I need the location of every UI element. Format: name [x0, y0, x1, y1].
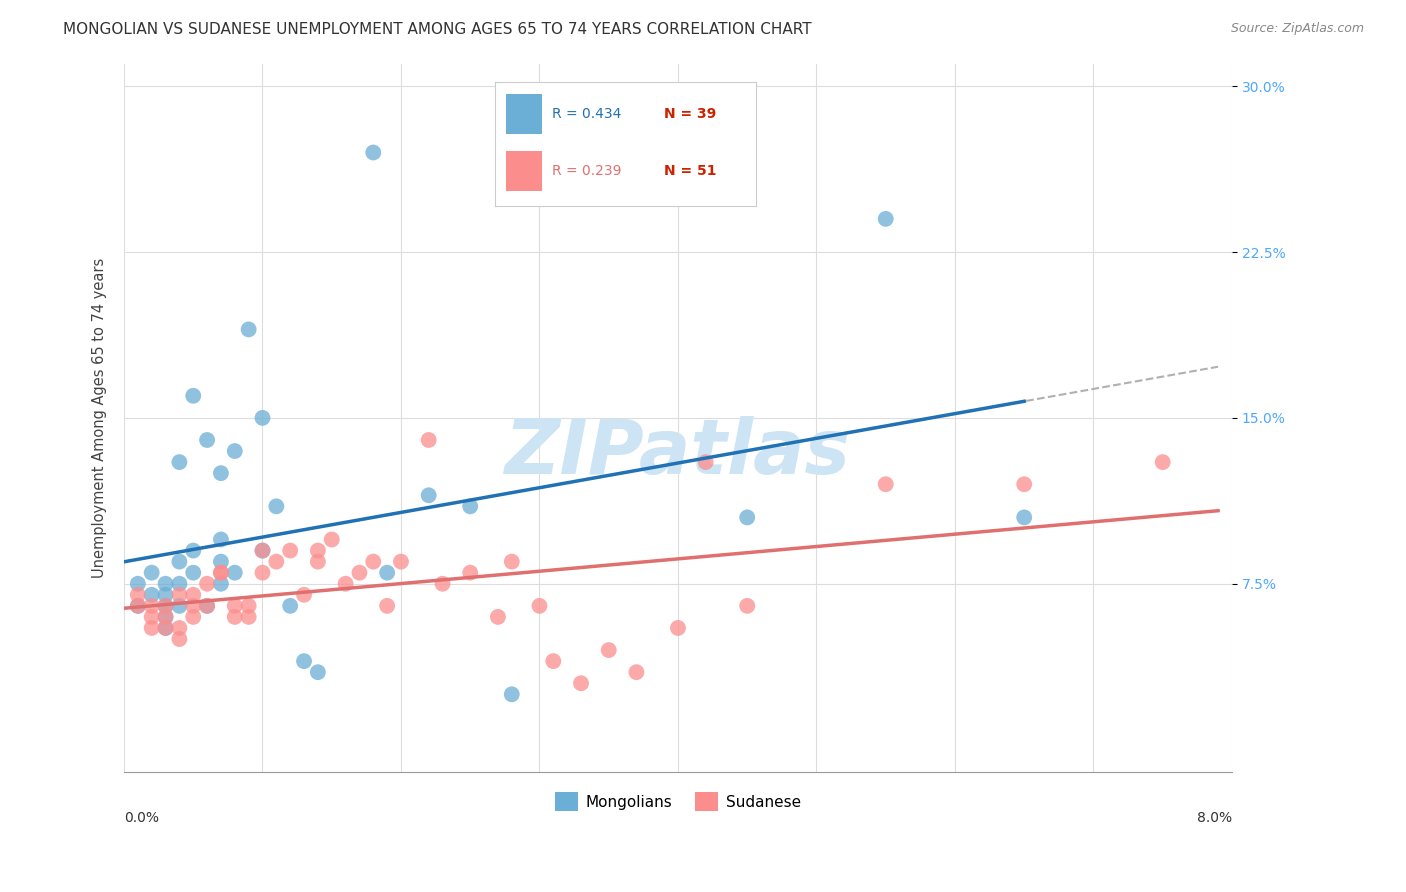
Point [141, 621, 163, 635]
Point [209, 576, 232, 591]
Text: 0.0%: 0.0% [124, 811, 159, 824]
Point [141, 599, 163, 613]
Point [127, 588, 149, 602]
Point [209, 533, 232, 547]
Point [307, 665, 329, 680]
Point [224, 610, 246, 624]
Point [432, 576, 454, 591]
Point [307, 543, 329, 558]
Point [458, 566, 481, 580]
Point [458, 500, 481, 514]
Point [155, 621, 177, 635]
Point [543, 654, 565, 668]
Legend: Mongolians, Sudanese: Mongolians, Sudanese [548, 786, 807, 817]
Point [598, 643, 620, 657]
Point [224, 599, 246, 613]
Point [252, 543, 274, 558]
Point [266, 500, 288, 514]
Point [1012, 477, 1035, 491]
Point [169, 621, 191, 635]
Point [666, 621, 689, 635]
Text: 8.0%: 8.0% [1197, 811, 1232, 824]
Point [361, 145, 384, 160]
Y-axis label: Unemployment Among Ages 65 to 74 years: Unemployment Among Ages 65 to 74 years [93, 258, 107, 578]
Point [169, 599, 191, 613]
Point [1012, 510, 1035, 524]
Point [735, 510, 758, 524]
Point [418, 488, 440, 502]
Point [169, 555, 191, 569]
Point [501, 555, 523, 569]
Text: ZIPatlas: ZIPatlas [505, 417, 851, 491]
Point [169, 455, 191, 469]
Point [349, 566, 371, 580]
Point [335, 576, 357, 591]
Point [155, 599, 177, 613]
Point [238, 599, 260, 613]
Point [169, 632, 191, 646]
Point [209, 555, 232, 569]
Point [181, 389, 204, 403]
Point [155, 621, 177, 635]
Point [695, 455, 717, 469]
Point [155, 588, 177, 602]
Point [875, 477, 897, 491]
Point [181, 610, 204, 624]
Text: Source: ZipAtlas.com: Source: ZipAtlas.com [1230, 22, 1364, 36]
Point [278, 599, 301, 613]
Point [127, 576, 149, 591]
Point [529, 599, 551, 613]
Point [224, 566, 246, 580]
Point [569, 676, 592, 690]
Point [181, 588, 204, 602]
Point [127, 599, 149, 613]
Point [486, 610, 509, 624]
Point [252, 410, 274, 425]
Point [155, 610, 177, 624]
Point [307, 555, 329, 569]
Point [141, 566, 163, 580]
Point [127, 599, 149, 613]
Point [375, 599, 398, 613]
Point [875, 211, 897, 226]
Point [181, 566, 204, 580]
Text: MONGOLIAN VS SUDANESE UNEMPLOYMENT AMONG AGES 65 TO 74 YEARS CORRELATION CHART: MONGOLIAN VS SUDANESE UNEMPLOYMENT AMONG… [63, 22, 811, 37]
Point [389, 555, 412, 569]
Point [155, 576, 177, 591]
Point [181, 543, 204, 558]
Point [195, 576, 218, 591]
Point [141, 588, 163, 602]
Point [155, 599, 177, 613]
Point [209, 566, 232, 580]
Point [735, 599, 758, 613]
Point [155, 610, 177, 624]
Point [195, 433, 218, 447]
Point [252, 543, 274, 558]
Point [141, 610, 163, 624]
Point [321, 533, 343, 547]
Point [209, 466, 232, 480]
Point [209, 566, 232, 580]
Point [181, 599, 204, 613]
Point [361, 555, 384, 569]
Point [278, 543, 301, 558]
Point [238, 322, 260, 336]
Point [252, 566, 274, 580]
Point [292, 588, 315, 602]
Point [195, 599, 218, 613]
Point [292, 654, 315, 668]
Point [238, 610, 260, 624]
Point [224, 444, 246, 458]
Point [501, 687, 523, 701]
Point [169, 588, 191, 602]
Point [375, 566, 398, 580]
Point [418, 433, 440, 447]
Point [626, 665, 648, 680]
Point [169, 576, 191, 591]
Point [1152, 455, 1174, 469]
Point [195, 599, 218, 613]
Point [266, 555, 288, 569]
